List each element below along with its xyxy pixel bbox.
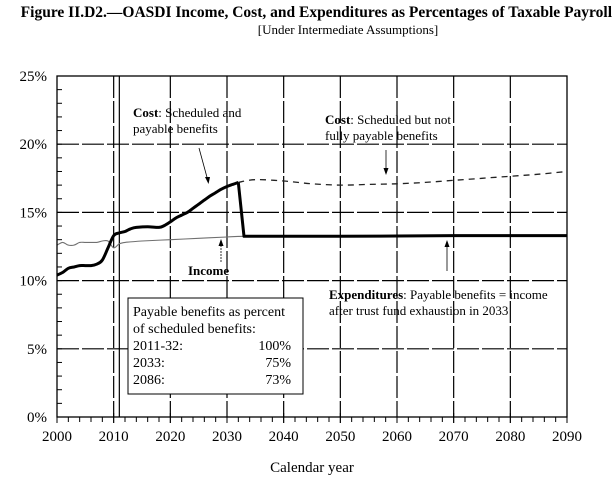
x-tick-label: 2080: [495, 429, 525, 445]
chart-title-text: Figure II.D2.—OASDI Income, Cost, and Ex…: [20, 4, 612, 21]
y-tick-label: 0%: [27, 410, 47, 426]
payable-benefits-row-value: 75%: [265, 356, 291, 371]
y-tick-label: 5%: [27, 342, 47, 358]
annotation-cost-payable-line1: Cost: Scheduled and: [133, 105, 242, 120]
annotation-cost-payable-bold: Cost: [133, 105, 159, 120]
annotation-cost-not-payable-line1: Cost: Scheduled but not: [325, 112, 451, 127]
x-axis-label: Calendar year: [270, 460, 354, 476]
x-tick-label: 2070: [439, 429, 469, 445]
payable-benefits-box-frame: [127, 297, 304, 395]
chart-subtitle: [Under Intermediate Assumptions]: [257, 22, 439, 37]
x-tick-label: 2090: [552, 429, 582, 445]
x-tick-labels: 2000 2010 2020 2030 2040 2050 2060 2070 2080 2090: [42, 429, 582, 445]
payable-benefits-heading-2: of scheduled benefits:: [133, 322, 256, 337]
axis-ticks: [56, 75, 568, 423]
arrowhead-icon: [218, 239, 224, 246]
annotation-cost-payable: Cost: Scheduled and payable benefits: [133, 105, 242, 184]
annotation-income: Income: [188, 239, 229, 278]
chart-title: Figure II.D2.—OASDI Income, Cost, and Ex…: [0, 4, 616, 22]
annotation-cost-not-payable-bold: Cost: [325, 112, 351, 127]
payable-benefits-row-period: 2033:: [133, 356, 165, 371]
x-tick-label: 2030: [212, 429, 242, 445]
payable-benefits-row-value: 100%: [258, 339, 291, 354]
arrowhead-icon: [444, 240, 450, 247]
y-tick-labels: 0% 5% 10% 15% 20% 25%: [20, 69, 48, 426]
annotation-expenditures-line2: after trust fund exhaustion in 2033: [329, 303, 508, 318]
payable-benefits-row-period: 2011-32:: [133, 339, 183, 354]
y-tick-label: 10%: [20, 274, 48, 290]
x-tick-label: 2040: [269, 429, 299, 445]
arrowhead-icon: [205, 177, 210, 184]
y-tick-label: 20%: [20, 137, 48, 153]
annotation-expenditures-bold: Expenditures: [329, 287, 403, 302]
payable-benefits-row-period: 2086:: [133, 373, 165, 388]
annotation-cost-payable-rest: : Scheduled and: [158, 105, 242, 120]
x-tick-label: 2000: [42, 429, 72, 445]
annotation-cost-not-payable: Cost: Scheduled but not fully payable be…: [325, 112, 451, 175]
annotation-income-label: Income: [188, 263, 229, 278]
series-line-cost-0: [56, 180, 239, 277]
y-tick-label: 25%: [20, 69, 48, 85]
annotation-cost-payable-line2: payable benefits: [133, 121, 218, 136]
annotation-expenditures-line1: Expenditures: Payable benefits = income: [329, 287, 548, 302]
y-tick-label: 15%: [20, 205, 48, 221]
annotation-cost-not-payable-rest: : Scheduled but not: [350, 112, 451, 127]
x-tick-label: 2060: [382, 429, 412, 445]
payable-benefits-row-value: 73%: [265, 373, 291, 388]
annotation-cost-not-payable-line2: fully payable benefits: [325, 128, 438, 143]
annotation-cost-payable-arrow: [198, 147, 209, 182]
series-line-cost-1: [238, 170, 568, 186]
payable-benefits-heading-1: Payable benefits as percent: [133, 305, 285, 320]
plot-frame: [56, 75, 568, 418]
arrowhead-icon: [383, 168, 389, 175]
series-line-expenditures-3: [236, 182, 567, 238]
annotation-expenditures-rest: : Payable benefits = income: [403, 287, 548, 302]
x-tick-label: 2010: [99, 429, 129, 445]
payable-benefits-box: Payable benefits as percent of scheduled…: [127, 297, 304, 395]
annotation-expenditures: Expenditures: Payable benefits = income …: [329, 240, 548, 318]
x-tick-label: 2050: [325, 429, 355, 445]
series-group: [56, 170, 568, 277]
x-tick-label: 2020: [155, 429, 185, 445]
